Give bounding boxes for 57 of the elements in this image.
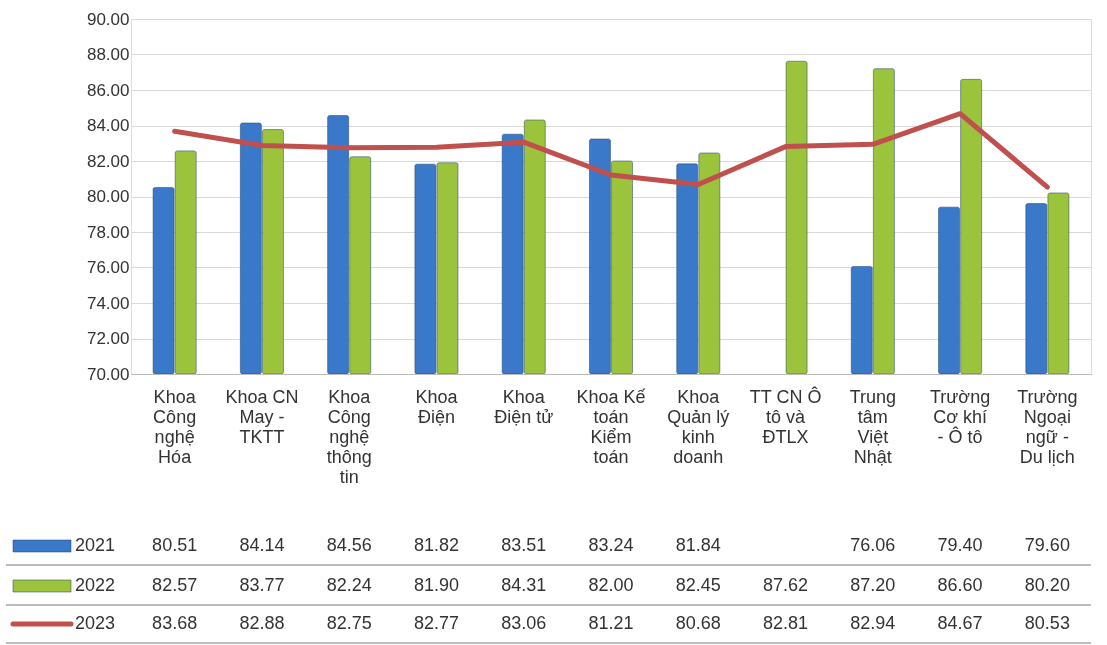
data-label: 82.81 [763, 613, 809, 633]
data-label: 82.57 [152, 575, 198, 595]
data-label: 81.90 [413, 575, 459, 595]
data-label: 83.51 [501, 535, 547, 555]
data-label: 83.68 [152, 613, 198, 633]
x-tick-label: TT CN Ô tô và ĐTLX [749, 385, 822, 447]
x-tick-label: Trung tâm Việt Nhật [849, 386, 896, 467]
data-label: 86.60 [937, 575, 983, 595]
data-label: 80.68 [675, 613, 721, 633]
data-label: 83.77 [239, 575, 285, 595]
y-tick-label: 72.00 [86, 329, 130, 348]
data-label: 76.06 [850, 535, 896, 555]
legend-label: 2021 [75, 535, 116, 555]
data-label: 84.56 [326, 535, 372, 555]
y-tick-label: 80.00 [86, 187, 130, 206]
data-label: 82.88 [239, 613, 285, 633]
y-tick-label: 90.00 [86, 9, 130, 29]
data-label: 82.24 [326, 575, 372, 595]
data-label: 87.62 [763, 575, 809, 595]
legend-label: 2023 [75, 613, 116, 633]
y-tick-label: 86.00 [86, 80, 130, 100]
y-tick-label: 84.00 [86, 116, 130, 135]
data-label: 81.21 [588, 613, 634, 633]
y-tick-label: 70.00 [86, 364, 130, 384]
data-label: 87.20 [850, 575, 896, 595]
data-label: 82.77 [413, 613, 459, 633]
data-label: 84.67 [937, 613, 983, 633]
data-label: 81.84 [675, 535, 721, 555]
y-tick-label: 74.00 [86, 293, 130, 313]
y-tick-label: 82.00 [86, 151, 130, 171]
x-tick-label: Khoa Công nghệ thông tin [326, 386, 372, 487]
data-label: 81.82 [413, 535, 459, 555]
x-tick-label: Khoa Điện [415, 386, 459, 427]
legend-label: 2022 [75, 575, 116, 595]
data-label: 82.00 [588, 575, 634, 595]
data-label: 80.53 [1024, 613, 1070, 633]
data-label: 82.75 [326, 613, 372, 633]
y-tick-label: 76.00 [86, 258, 130, 277]
data-label: 83.06 [501, 613, 547, 633]
data-label: 82.45 [675, 575, 721, 595]
x-tick-label: Khoa Điện tử [494, 386, 554, 427]
data-label: 79.60 [1024, 535, 1070, 555]
data-label: 83.24 [588, 535, 634, 555]
x-tick-label: Khoa Quản lý kinh doanh [667, 386, 730, 467]
data-label: 82.94 [850, 613, 896, 633]
data-label: 79.40 [937, 535, 983, 555]
x-tick-label: Trường Cơ khí - Ô tô [929, 386, 991, 447]
data-label: 80.20 [1024, 575, 1070, 595]
data-label: 84.31 [501, 575, 547, 595]
x-tick-label: Khoa CN May - TKTT [225, 386, 299, 447]
data-label: 84.14 [239, 535, 285, 555]
y-tick-label: 78.00 [86, 222, 130, 242]
x-tick-label: Khoa Công nghệ Hóa [153, 386, 197, 467]
x-tick-label: Trường Ngoại ngữ - Du lịch [1017, 386, 1078, 467]
y-tick-label: 88.00 [86, 45, 130, 64]
data-label: 80.51 [152, 535, 198, 555]
x-tick-label: Khoa Kế toán Kiểm toán [576, 386, 646, 467]
